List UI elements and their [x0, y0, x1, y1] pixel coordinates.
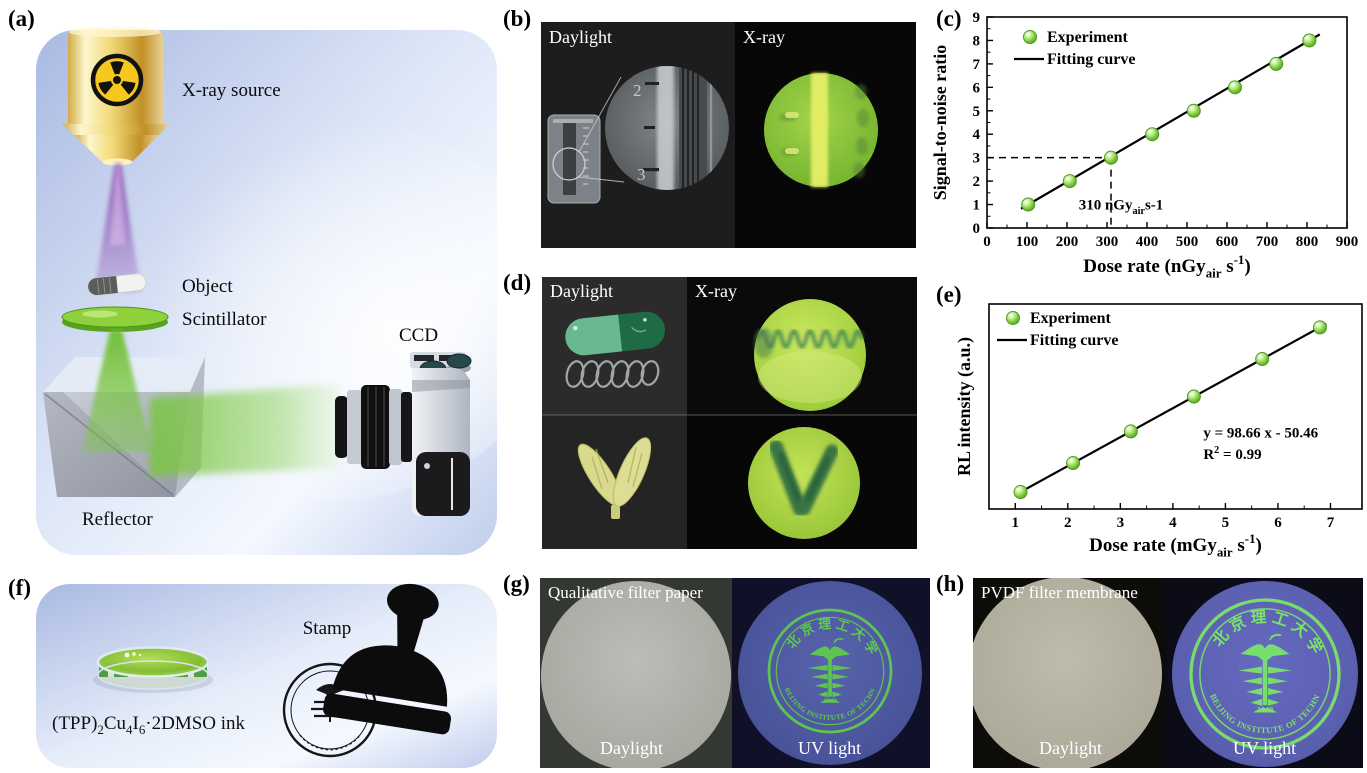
svg-text:310 nGyairs-1: 310 nGyairs-1	[1079, 198, 1164, 217]
daylight-label-h: Daylight	[1039, 738, 1102, 758]
svg-text:Fitting curve: Fitting curve	[1030, 332, 1118, 349]
panel-label-d: (d)	[503, 270, 532, 295]
panel-g-title: Qualitative filter paper	[548, 583, 703, 602]
svg-text:4: 4	[1169, 515, 1177, 531]
svg-text:Signal-to-noise ratio: Signal-to-noise ratio	[930, 45, 950, 201]
daylight-label-g: Daylight	[600, 738, 663, 758]
ink-dish-icon	[93, 646, 213, 693]
svg-text:Dose rate (nGyair s-1): Dose rate (nGyair s-1)	[1083, 252, 1250, 280]
svg-text:5: 5	[973, 104, 981, 120]
svg-text:9: 9	[973, 10, 981, 26]
svg-text:200: 200	[1056, 234, 1079, 250]
svg-text:7: 7	[1327, 515, 1335, 531]
filter-paper-daylight	[541, 581, 731, 768]
xray-image-capsule	[754, 299, 866, 411]
svg-text:6: 6	[973, 80, 981, 96]
stamp-icon	[323, 583, 452, 735]
green-beam-horizontal	[150, 384, 340, 476]
xray-beam	[94, 164, 141, 292]
svg-text:7: 7	[973, 57, 981, 73]
scintillator-icon	[61, 306, 169, 332]
panel-label-a: (a)	[8, 6, 35, 31]
svg-text:8: 8	[973, 33, 981, 49]
svg-text:100: 100	[1016, 234, 1039, 250]
object-label: Object	[182, 276, 233, 297]
xray-source-icon	[62, 27, 169, 166]
svg-text:1940: 1940	[823, 698, 837, 705]
svg-text:2: 2	[1064, 515, 1072, 531]
svg-text:Fitting curve: Fitting curve	[1047, 51, 1135, 68]
green-beam-vertical	[82, 330, 152, 452]
svg-text:2: 2	[633, 81, 642, 100]
svg-text:1: 1	[1012, 515, 1020, 531]
rl-intensity-chart: 1 2 3 4 5 6 7 Experiment Fitting curve y = 98.66 …	[954, 303, 1363, 559]
daylight-label-b: Daylight	[549, 27, 612, 47]
svg-text:5: 5	[1222, 515, 1230, 531]
svg-text:3: 3	[637, 165, 646, 184]
ccd-label: CCD	[399, 325, 438, 346]
daylight-label-d: Daylight	[550, 281, 613, 301]
radiation-symbol-icon	[90, 53, 144, 107]
leaves-photo-icon	[577, 437, 652, 519]
svg-text:y = 98.66 x - 50.46: y = 98.66 x - 50.46	[1203, 425, 1318, 441]
panel-label-c: (c)	[936, 6, 962, 31]
resolution-plate-icon	[547, 76, 625, 204]
xray-label-d: X-ray	[695, 281, 737, 301]
capsule-photo-icon	[565, 311, 665, 356]
svg-text:300: 300	[1096, 234, 1119, 250]
panel-label-h: (h)	[936, 571, 965, 596]
ink-formula-label: (TPP)2Cu4I6·2DMSO ink	[52, 713, 246, 737]
object-capsule-icon	[87, 273, 147, 296]
svg-text:6: 6	[1274, 515, 1282, 531]
svg-text:Experiment: Experiment	[1030, 310, 1112, 327]
svg-text:400: 400	[1136, 234, 1159, 250]
xray-image-b	[764, 73, 878, 187]
panel-label-b: (b)	[503, 6, 532, 31]
svg-text:Dose rate (mGyair s-1): Dose rate (mGyair s-1)	[1089, 531, 1262, 559]
magnified-inset: 2 3	[605, 66, 729, 190]
svg-text:600: 600	[1216, 234, 1239, 250]
svg-text:3: 3	[1117, 515, 1125, 531]
reflector-label: Reflector	[82, 509, 153, 530]
panel-label-g: (g)	[503, 571, 530, 596]
membrane-daylight	[973, 578, 1162, 768]
uv-label-h: UV light	[1233, 738, 1297, 758]
xray-label-b: X-ray	[743, 27, 785, 47]
uv-label-g: UV light	[798, 738, 862, 758]
stamp-label: Stamp	[303, 618, 352, 639]
panel-b-photo: 2 3 Daylight X-ray	[541, 22, 916, 248]
xray-image-leaves	[748, 427, 860, 539]
svg-text:3: 3	[973, 151, 981, 167]
svg-text:0: 0	[983, 234, 991, 250]
svg-text:2: 2	[973, 174, 981, 190]
ccd-camera-icon	[335, 352, 472, 516]
panel-d-photo: Daylight X-ray	[542, 277, 917, 549]
svg-text:Experiment: Experiment	[1047, 29, 1129, 46]
svg-text:700: 700	[1256, 234, 1279, 250]
panel-label-e: (e)	[936, 282, 962, 307]
panel-f-schematic: Stamp	[36, 583, 497, 768]
svg-text:800: 800	[1296, 234, 1319, 250]
svg-text:1940: 1940	[1257, 705, 1273, 714]
svg-text:RL intensity (a.u.): RL intensity (a.u.)	[954, 337, 975, 476]
svg-text:1: 1	[973, 198, 981, 214]
panel-label-f: (f)	[8, 575, 31, 600]
panel-a-schematic: X-ray source Object Scintillator	[36, 27, 500, 555]
svg-text:900: 900	[1336, 234, 1359, 250]
panel-h-title: PVDF filter membrane	[981, 583, 1138, 602]
xray-source-label: X-ray source	[182, 80, 281, 101]
spring-photo-icon	[565, 360, 660, 388]
spring-xray-trace	[756, 329, 864, 349]
scintillator-label: Scintillator	[182, 309, 267, 330]
snr-dose-chart: 0 100 200 300 400 500 600 700 800 900 0 1 2 3 4 5 6 7 8 9 Ex…	[930, 10, 1359, 280]
svg-text:0: 0	[973, 221, 981, 237]
svg-text:R2 = 0.99: R2 = 0.99	[1203, 445, 1261, 463]
svg-text:500: 500	[1176, 234, 1199, 250]
svg-text:4: 4	[973, 127, 981, 143]
